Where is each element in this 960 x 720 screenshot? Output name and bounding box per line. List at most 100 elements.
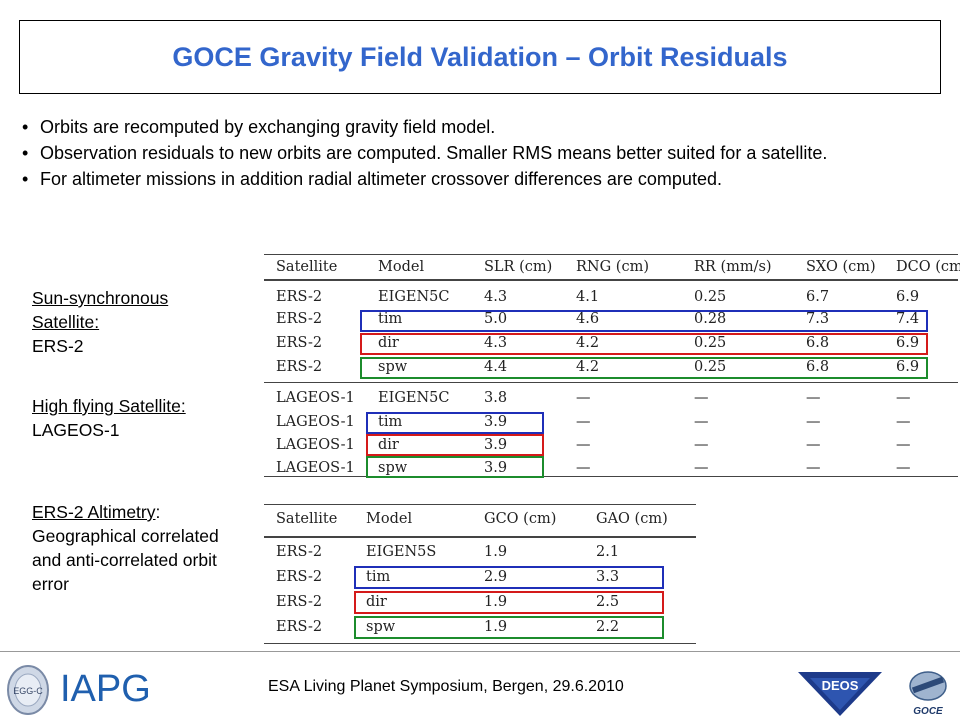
table-cell: — bbox=[896, 437, 911, 453]
table-cell: 6.7 bbox=[806, 289, 830, 305]
orbit-residual-table: Satellite Model SLR (cm) RNG (cm) RR (mm/s) S… bbox=[264, 246, 960, 482]
title-box: GOCE Gravity Field Validation – Orbit Re… bbox=[19, 20, 941, 94]
table-cell: — bbox=[576, 437, 591, 453]
table-cell: LAGEOS-1 bbox=[276, 437, 355, 453]
table-cell: 2.5 bbox=[596, 594, 620, 610]
tim-highlight-box bbox=[354, 566, 664, 589]
table-cell: — bbox=[576, 414, 591, 430]
table-cell: 3.8 bbox=[484, 390, 508, 406]
altimetry-colon: : bbox=[155, 502, 161, 522]
tim-highlight-box bbox=[366, 412, 544, 434]
table-cell: 4.6 bbox=[576, 311, 600, 327]
table-cell: 3.3 bbox=[596, 569, 620, 585]
table-cell: GCO (cm) bbox=[484, 511, 557, 527]
bullet-item: Observation residuals to new orbits are … bbox=[22, 142, 922, 164]
table-cell: 0.25 bbox=[694, 289, 727, 305]
table-cell: 1.9 bbox=[484, 619, 508, 635]
table-cell: 4.3 bbox=[484, 289, 508, 305]
table-cell: GAO (cm) bbox=[596, 511, 668, 527]
table-cell: 3.9 bbox=[484, 437, 508, 453]
table-cell: 3.9 bbox=[484, 414, 508, 430]
table-cell: ERS-2 bbox=[276, 311, 323, 327]
table-cell: RNG (cm) bbox=[576, 259, 649, 275]
footer-text: ESA Living Planet Symposium, Bergen, 29.… bbox=[268, 678, 624, 695]
deos-text: DEOS bbox=[822, 678, 859, 693]
table-cell: 2.1 bbox=[596, 544, 620, 560]
table-cell: Model bbox=[378, 259, 425, 275]
table-cell: 4.1 bbox=[576, 289, 600, 305]
spw-highlight-box bbox=[366, 456, 544, 478]
table-cell: 3.9 bbox=[484, 460, 508, 476]
table-cell: — bbox=[806, 437, 821, 453]
egg-c-text: EGG-C bbox=[13, 686, 43, 696]
altimetry-description: Geographical correlated and anti-correla… bbox=[32, 526, 219, 594]
table-cell: — bbox=[806, 460, 821, 476]
egg-c-logo-icon: EGG-C bbox=[7, 665, 49, 715]
deos-logo-icon: DEOS bbox=[798, 672, 882, 716]
table-cell: SLR (cm) bbox=[484, 259, 553, 275]
table-cell: 6.8 bbox=[806, 335, 830, 351]
table-cell: 1.9 bbox=[484, 594, 508, 610]
table-cell: tim bbox=[378, 414, 403, 430]
table-cell: EIGEN5S bbox=[366, 544, 437, 560]
footer-divider bbox=[0, 651, 960, 652]
table-cell: 2.9 bbox=[484, 569, 508, 585]
page-title: GOCE Gravity Field Validation – Orbit Re… bbox=[172, 41, 788, 72]
table-cell: LAGEOS-1 bbox=[276, 414, 355, 430]
table-cell: ERS-2 bbox=[276, 335, 323, 351]
goce-logo-icon: GOCE bbox=[909, 671, 947, 717]
table-cell: ERS-2 bbox=[276, 544, 323, 560]
sunsync-title: Sun-synchronous Satellite: bbox=[32, 288, 169, 332]
sunsync-satellite: ERS-2 bbox=[32, 336, 84, 356]
dir-highlight-box bbox=[354, 591, 664, 614]
table-cell: spw bbox=[366, 619, 396, 635]
table-cell: — bbox=[576, 390, 591, 406]
bullet-item: Orbits are recomputed by exchanging grav… bbox=[22, 116, 922, 138]
table-cell: spw bbox=[378, 359, 408, 375]
bullet-item: For altimeter missions in addition radia… bbox=[22, 168, 922, 190]
table-cell: 0.28 bbox=[694, 311, 727, 327]
table-cell: Model bbox=[366, 511, 413, 527]
table-cell: 4.2 bbox=[576, 359, 600, 375]
table-cell: — bbox=[694, 390, 709, 406]
table-cell: — bbox=[694, 437, 709, 453]
table-cell: 4.2 bbox=[576, 335, 600, 351]
table-cell: tim bbox=[378, 311, 403, 327]
spw-highlight-box bbox=[360, 357, 928, 379]
table-cell: SXO (cm) bbox=[806, 259, 876, 275]
table-cell: ERS-2 bbox=[276, 619, 323, 635]
table-cell: 6.9 bbox=[896, 335, 920, 351]
goce-text: GOCE bbox=[913, 706, 943, 717]
table-cell: ERS-2 bbox=[276, 359, 323, 375]
table-cell: 6.9 bbox=[896, 359, 920, 375]
table-cell: ERS-2 bbox=[276, 569, 323, 585]
table-cell: Satellite bbox=[276, 259, 338, 275]
high-satellite: LAGEOS-1 bbox=[32, 420, 120, 440]
altimetry-crossover-table: Satellite Model GCO (cm) GAO (cm) ERS-2 EIGEN… bbox=[264, 496, 696, 646]
table-cell: 5.0 bbox=[484, 311, 508, 327]
table-cell: — bbox=[694, 414, 709, 430]
table-cell: — bbox=[896, 460, 911, 476]
dir-highlight-box bbox=[360, 333, 928, 355]
table-cell: 7.4 bbox=[896, 311, 920, 327]
high-title: High flying Satellite: bbox=[32, 396, 186, 416]
table-cell: dir bbox=[366, 594, 387, 610]
tim-highlight-box bbox=[360, 310, 928, 332]
table-cell: dir bbox=[378, 335, 399, 351]
bullet-list: Orbits are recomputed by exchanging grav… bbox=[22, 116, 922, 194]
table-cell: 0.25 bbox=[694, 335, 727, 351]
sunsync-label: Sun-synchronous Satellite: ERS-2 bbox=[32, 286, 232, 358]
table-cell: — bbox=[806, 414, 821, 430]
table-cell: 6.8 bbox=[806, 359, 830, 375]
table-cell: 1.9 bbox=[484, 544, 508, 560]
table-cell: — bbox=[896, 414, 911, 430]
high-label: High flying Satellite: LAGEOS-1 bbox=[32, 394, 252, 442]
iapg-logo: IAPG bbox=[60, 668, 151, 710]
table-cell: 4.3 bbox=[484, 335, 508, 351]
table-cell: DCO (cm) bbox=[896, 259, 960, 275]
table-cell: EIGEN5C bbox=[378, 390, 450, 406]
table-cell: tim bbox=[366, 569, 391, 585]
table-cell: Satellite bbox=[276, 511, 338, 527]
table-cell: ERS-2 bbox=[276, 289, 323, 305]
table-cell: RR (mm/s) bbox=[694, 259, 772, 275]
